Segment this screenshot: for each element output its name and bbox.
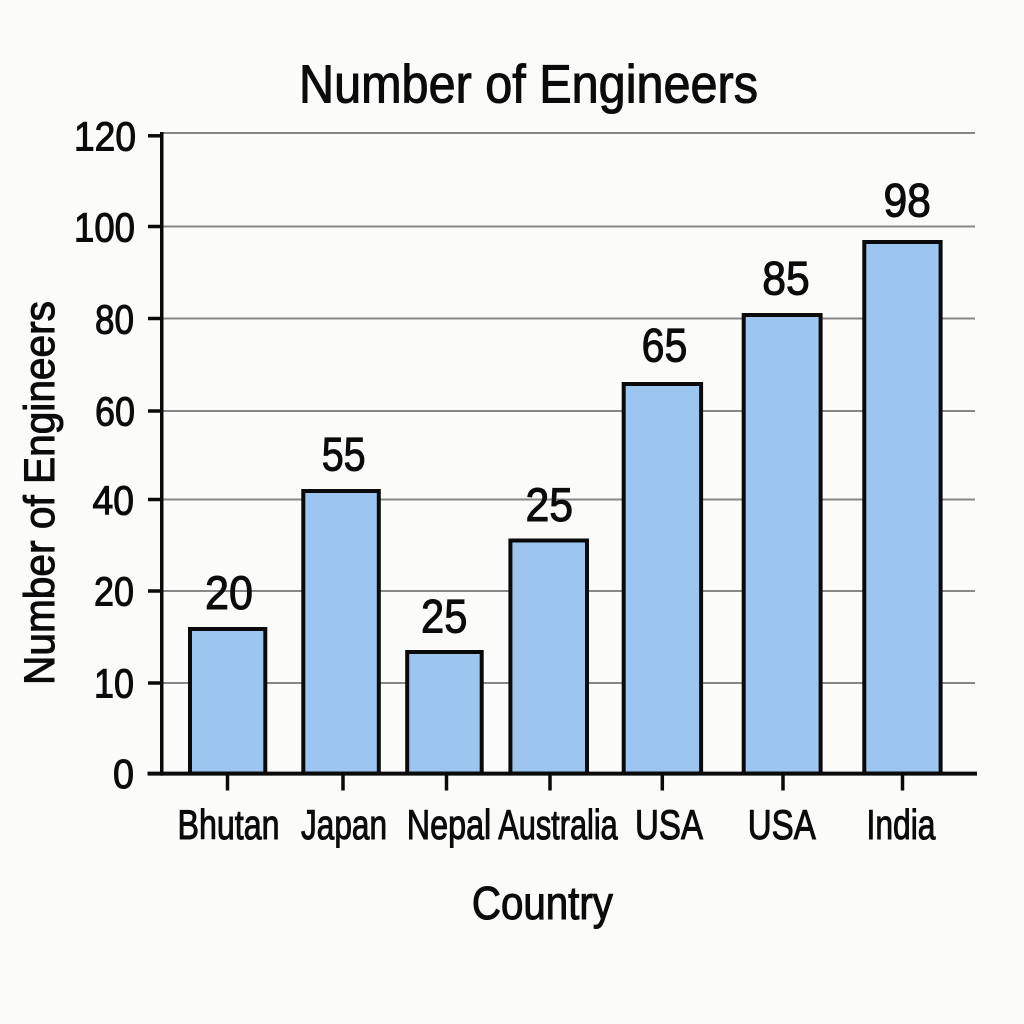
svg-text:Number of Engineers: Number of Engineers <box>16 301 64 685</box>
svg-text:40: 40 <box>93 478 135 524</box>
svg-text:Nepal: Nepal <box>407 801 492 848</box>
svg-text:Number of Engineers: Number of Engineers <box>299 55 758 115</box>
svg-text:Bhutan: Bhutan <box>178 801 280 848</box>
svg-text:120: 120 <box>74 114 136 160</box>
svg-text:20: 20 <box>205 567 253 620</box>
svg-text:10: 10 <box>94 661 134 707</box>
svg-text:USA: USA <box>748 801 816 848</box>
svg-text:55: 55 <box>322 429 366 482</box>
svg-text:Country: Country <box>472 877 613 929</box>
svg-text:98: 98 <box>883 174 931 227</box>
svg-text:India: India <box>867 801 936 848</box>
svg-text:Australia: Australia <box>498 801 618 848</box>
svg-text:25: 25 <box>421 591 467 644</box>
svg-text:85: 85 <box>762 253 810 306</box>
svg-text:60: 60 <box>95 389 135 435</box>
svg-text:65: 65 <box>642 320 688 373</box>
svg-text:80: 80 <box>95 297 134 343</box>
svg-text:Japan: Japan <box>301 801 387 848</box>
svg-text:100: 100 <box>74 205 135 251</box>
svg-text:0: 0 <box>113 751 134 797</box>
svg-text:25: 25 <box>526 479 574 532</box>
svg-text:20: 20 <box>94 569 134 615</box>
svg-text:USA: USA <box>635 801 703 848</box>
